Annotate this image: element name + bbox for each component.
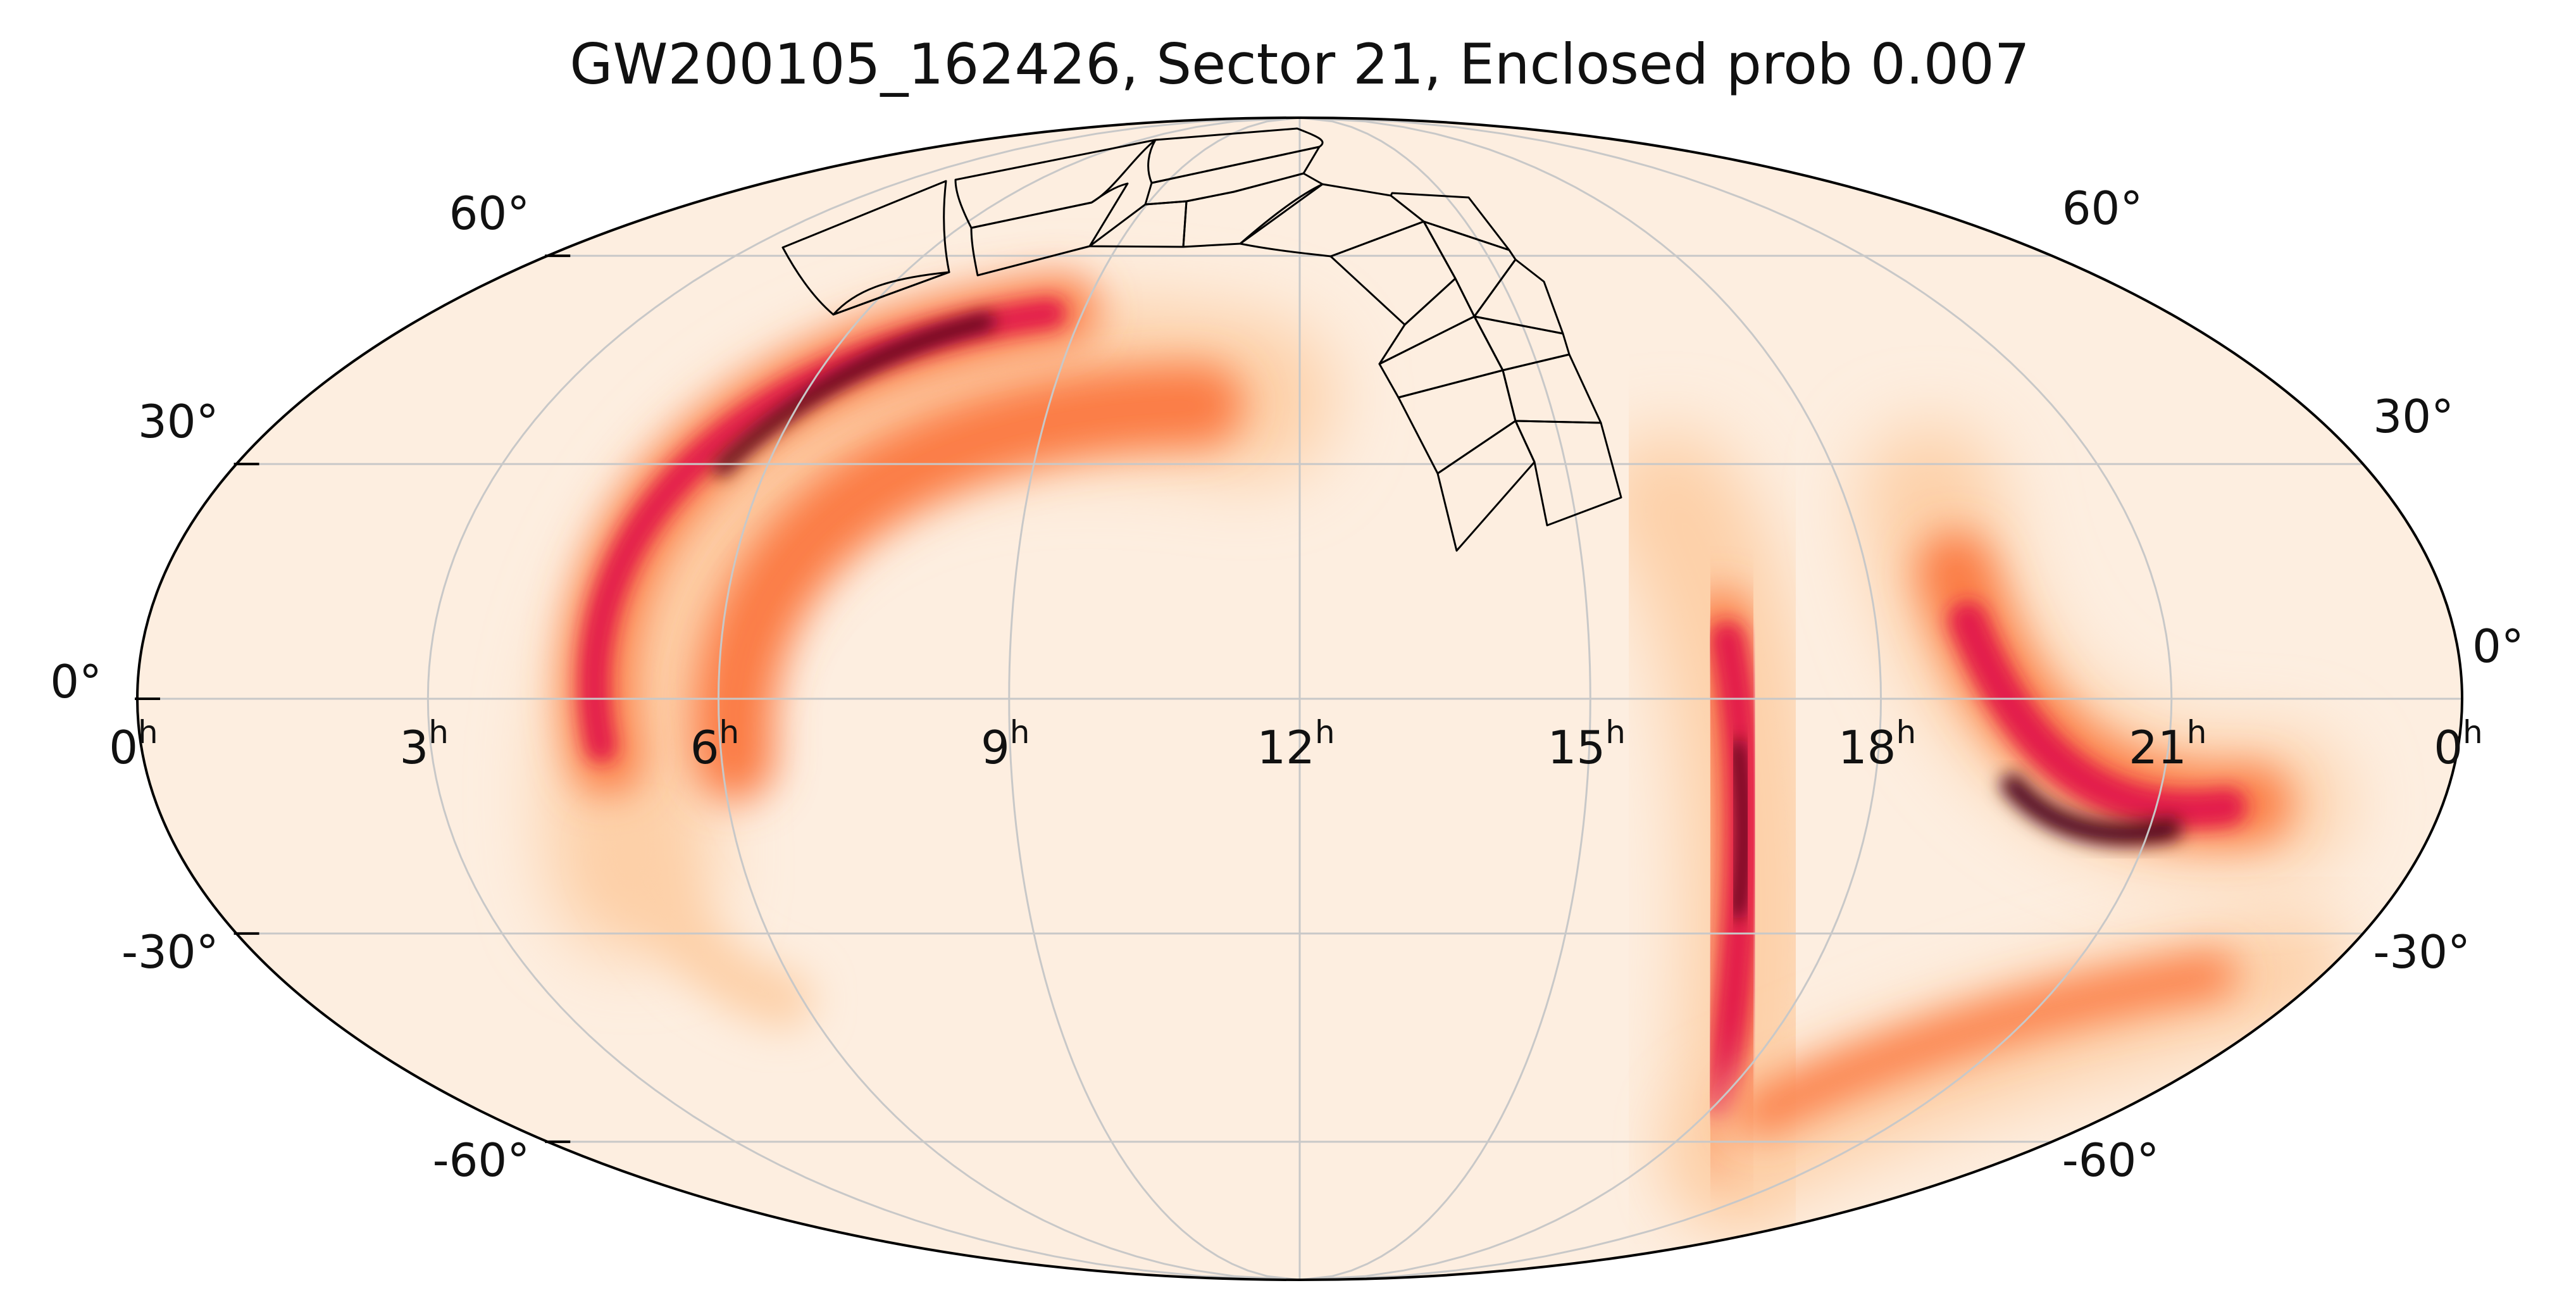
ra-tick-main: 6	[690, 721, 719, 774]
ra-tick-label: 21h	[2129, 714, 2206, 774]
heat-arc-3h-peak	[2001, 773, 2182, 846]
tess-sector-footprint	[781, 127, 1622, 552]
heat-band-7h-peak	[1730, 740, 1752, 918]
ra-tick-label: 0h	[109, 714, 158, 774]
chart-title: GW200105_162426, Sector 21, Enclosed pro…	[569, 32, 2029, 97]
dec-tick-labels: 60° 60° 30° 30° 0° 0° -30° -30° -60° -60°	[50, 182, 2524, 1187]
ra-tick-main: 21	[2129, 721, 2187, 774]
ra-tick-label: 6h	[690, 714, 740, 774]
ra-tick-main: 9	[981, 721, 1010, 774]
footprint-tile	[832, 271, 950, 316]
ra-tick-label: 0h	[2434, 714, 2483, 774]
ra-tick-main: 15	[1548, 721, 1606, 774]
footprint-tile	[970, 182, 1129, 277]
heat-south-mid	[1737, 953, 2237, 1136]
heat-arc-north-peak	[714, 314, 995, 476]
dec-tick-label-left: -60°	[433, 1134, 530, 1187]
dec-tick-label-left: 60°	[449, 187, 530, 240]
ra-tick-sup: h	[1315, 714, 1335, 751]
ra-tick-main: 12	[1257, 721, 1315, 774]
dec-tick-label-left: -30°	[121, 925, 219, 979]
heat-region-arc-3h	[1860, 424, 2348, 875]
ra-tick-sup: h	[1605, 714, 1626, 751]
footprint-tile	[1514, 420, 1622, 527]
ra-tick-label: 18h	[1838, 714, 1916, 774]
dec-tick-label-right: 30°	[2373, 390, 2454, 443]
ra-tick-label: 3h	[399, 714, 449, 774]
ra-tick-main: 3	[399, 721, 428, 774]
heat-region-northern-arc	[544, 275, 1335, 1029]
dec-tick-label-right: -30°	[2373, 925, 2470, 979]
dec-tick-label-left: 0°	[50, 655, 102, 708]
ra-tick-sup: h	[1010, 714, 1030, 751]
ra-tick-label: 15h	[1548, 714, 1626, 774]
ra-tick-sup: h	[138, 714, 158, 751]
ra-tick-sup: h	[2187, 714, 2207, 751]
heat-region-southern-band	[1689, 911, 2348, 1209]
heat-arc-north-tail	[604, 826, 813, 1029]
dec-tick-label-right: 0°	[2472, 620, 2524, 673]
ra-tick-sup: h	[1896, 714, 1916, 751]
ra-tick-main: 0	[2434, 721, 2463, 774]
heat-arc-north-mid	[691, 364, 1243, 801]
graticule-grid	[137, 118, 2462, 1280]
ra-tick-sup: h	[2463, 714, 2483, 751]
ra-tick-sup: h	[719, 714, 740, 751]
dec-tick-label-right: -60°	[2062, 1134, 2160, 1187]
ra-tick-label: 9h	[981, 714, 1030, 774]
ra-tick-main: 18	[1838, 721, 1896, 774]
dec-tick-label-left: 30°	[138, 395, 219, 448]
probability-heatmap	[544, 275, 2348, 1228]
heat-arc-3h-high	[1949, 601, 2246, 829]
footprint-tile	[1390, 192, 1510, 251]
dec-tick-label-right: 60°	[2062, 182, 2143, 235]
ra-tick-sup: h	[428, 714, 449, 751]
heat-region-band-7h	[1601, 430, 1824, 1228]
ra-tick-main: 0	[109, 721, 138, 774]
ra-tick-label: 12h	[1257, 714, 1335, 774]
